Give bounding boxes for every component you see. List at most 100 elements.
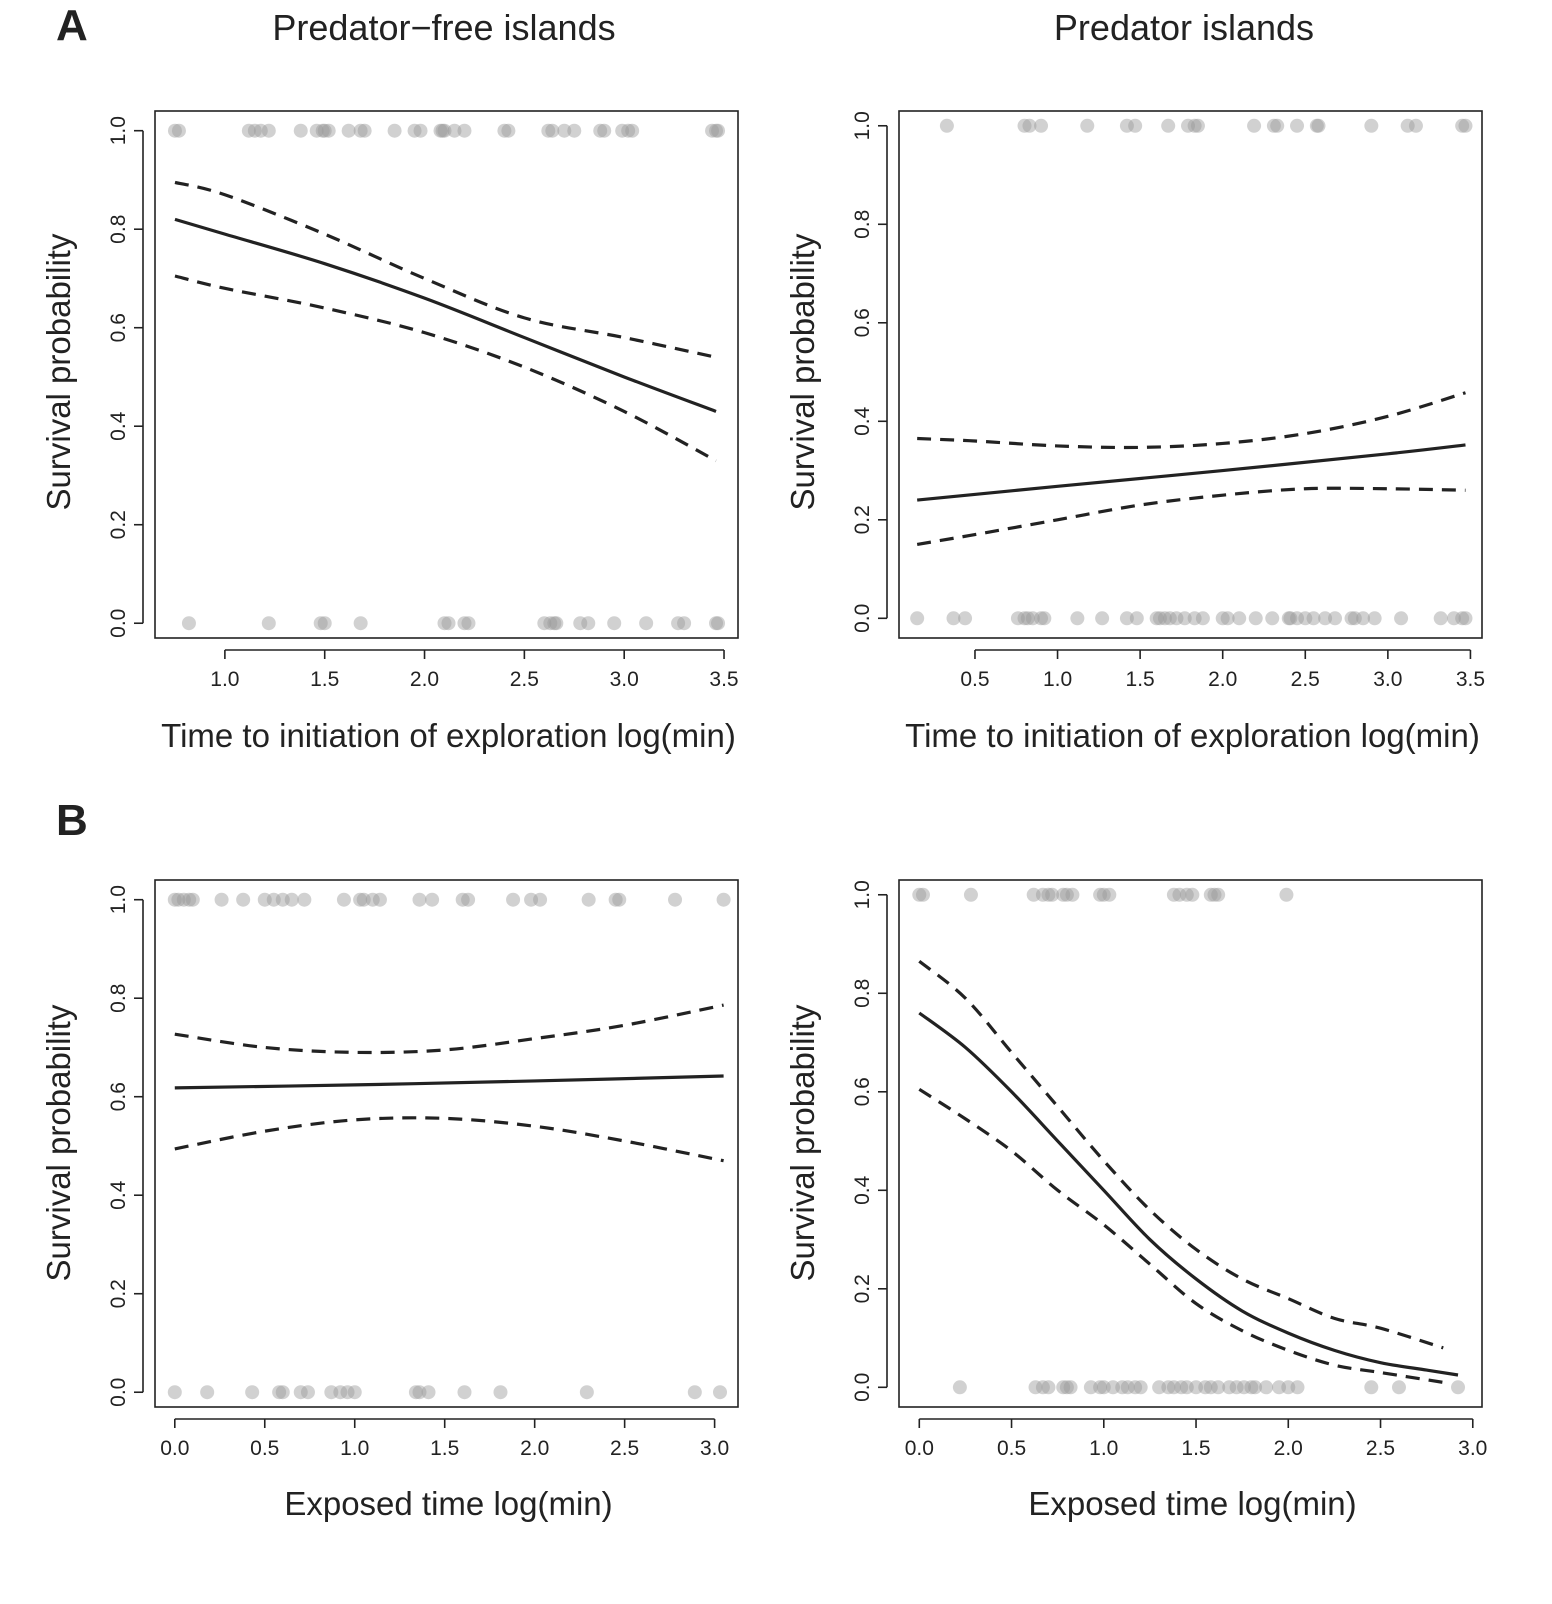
data-point-died xyxy=(261,616,276,631)
x-tick-label: 1.0 xyxy=(1089,1437,1118,1460)
data-point-survived xyxy=(524,892,539,907)
data-point-survived xyxy=(915,887,930,902)
x-tick-label: 3.0 xyxy=(610,668,639,691)
data-point-survived xyxy=(533,892,548,907)
x-tick-label: 1.0 xyxy=(1043,668,1072,691)
data-point-survived xyxy=(1190,118,1205,133)
y-tick-label: 1.0 xyxy=(107,116,130,145)
data-point-survived xyxy=(247,123,262,138)
data-point-survived xyxy=(407,123,422,138)
data-point-died xyxy=(958,611,973,626)
x-axis-title: Exposed time log(min) xyxy=(1028,1485,1356,1522)
data-point-survived xyxy=(1364,118,1379,133)
data-point-died xyxy=(1157,611,1172,626)
data-point-died xyxy=(1041,1380,1056,1395)
data-point-survived xyxy=(1093,887,1108,902)
data-point-died xyxy=(1283,611,1298,626)
x-tick-label: 0.0 xyxy=(905,1437,934,1460)
data-point-died xyxy=(910,611,925,626)
data-point-died xyxy=(1232,611,1247,626)
data-point-survived xyxy=(1017,118,1032,133)
data-point-survived xyxy=(387,123,402,138)
data-point-survived xyxy=(372,892,387,907)
data-point-survived xyxy=(261,123,276,138)
data-point-died xyxy=(1174,1380,1189,1395)
data-point-survived xyxy=(266,892,281,907)
ci-lower-line xyxy=(174,274,717,463)
data-point-died xyxy=(347,1385,362,1400)
y-tick-label: 0.4 xyxy=(107,411,130,441)
data-point-survived xyxy=(963,887,978,902)
data-point-survived xyxy=(625,123,640,138)
data-point-survived xyxy=(315,123,330,138)
data-point-died xyxy=(1096,1380,1111,1395)
data-point-died xyxy=(579,1385,594,1400)
y-axis-title: Survival probability xyxy=(784,233,821,510)
x-tick-label: 1.0 xyxy=(210,668,239,691)
data-point-survived xyxy=(1400,118,1415,133)
data-point-died xyxy=(1451,1380,1466,1395)
data-point-died xyxy=(340,1385,355,1400)
data-point-survived xyxy=(214,892,229,907)
plot-a-predator: 0.5 1.0 1.5 2.0 2.5 3.0 3.5 0.0 0.2 0.4 0.6 0.8 1.0 S… xyxy=(784,110,1485,754)
data-point-died xyxy=(1394,611,1409,626)
data-point-died xyxy=(1120,1380,1135,1395)
y-tick-label: 0.8 xyxy=(851,210,874,239)
data-point-survived xyxy=(1034,118,1049,133)
data-point-survived xyxy=(506,892,521,907)
data-point-survived xyxy=(497,123,512,138)
data-point-died xyxy=(1290,611,1305,626)
data-point-died xyxy=(1187,611,1202,626)
x-tick-label: 2.5 xyxy=(510,668,539,691)
data-point-died xyxy=(671,616,686,631)
data-point-died xyxy=(1128,1380,1143,1395)
panel-label-a: A xyxy=(56,1,88,50)
data-point-survived xyxy=(257,892,272,907)
data-point-died xyxy=(1020,611,1035,626)
data-point-survived xyxy=(1172,887,1187,902)
data-point-died xyxy=(275,1385,290,1400)
data-point-died xyxy=(639,616,654,631)
data-point-survived xyxy=(412,892,427,907)
fitted-line xyxy=(918,1011,1459,1377)
x-tick-label: 3.0 xyxy=(1458,1437,1487,1460)
data-point-died xyxy=(1119,611,1134,626)
data-point-survived xyxy=(1041,887,1056,902)
data-point-died xyxy=(457,1385,472,1400)
data-point-died xyxy=(1106,1380,1121,1395)
data-point-survived xyxy=(356,892,371,907)
data-point-died xyxy=(1149,611,1164,626)
x-axis-title: Exposed time log(min) xyxy=(284,1485,612,1522)
data-point-died xyxy=(1364,1380,1379,1395)
data-point-survived xyxy=(1119,118,1134,133)
data-point-survived xyxy=(457,123,472,138)
data-point-survived xyxy=(1166,887,1181,902)
ci-upper-line xyxy=(917,391,1466,450)
data-point-died xyxy=(1095,611,1110,626)
data-point-survived xyxy=(317,123,332,138)
data-point-died xyxy=(1356,611,1371,626)
data-point-died xyxy=(408,1385,423,1400)
ci-lower-line xyxy=(918,1087,1444,1384)
y-tick-label: 0.6 xyxy=(107,1082,130,1111)
x-tick-label: 2.5 xyxy=(610,1437,639,1460)
data-point-died xyxy=(1215,611,1230,626)
data-point-died xyxy=(1169,611,1184,626)
data-point-died xyxy=(1195,611,1210,626)
x-tick-label: 3.0 xyxy=(700,1437,729,1460)
data-point-died xyxy=(317,616,332,631)
data-point-survived xyxy=(711,123,726,138)
data-point-died xyxy=(1281,611,1296,626)
data-point-survived xyxy=(1266,118,1281,133)
data-point-died xyxy=(573,616,588,631)
data-point-survived xyxy=(1187,118,1202,133)
x-tick-label: 2.0 xyxy=(1208,668,1237,691)
data-point-died xyxy=(1025,611,1040,626)
data-point-died xyxy=(547,616,562,631)
x-tick-label: 3.0 xyxy=(1373,668,1402,691)
y-tick-label: 0.2 xyxy=(851,505,874,534)
data-point-survived xyxy=(241,123,256,138)
data-point-survived xyxy=(461,892,476,907)
y-axis-title: Survival probability xyxy=(40,1004,77,1281)
y-tick-label: 0.6 xyxy=(107,313,130,342)
